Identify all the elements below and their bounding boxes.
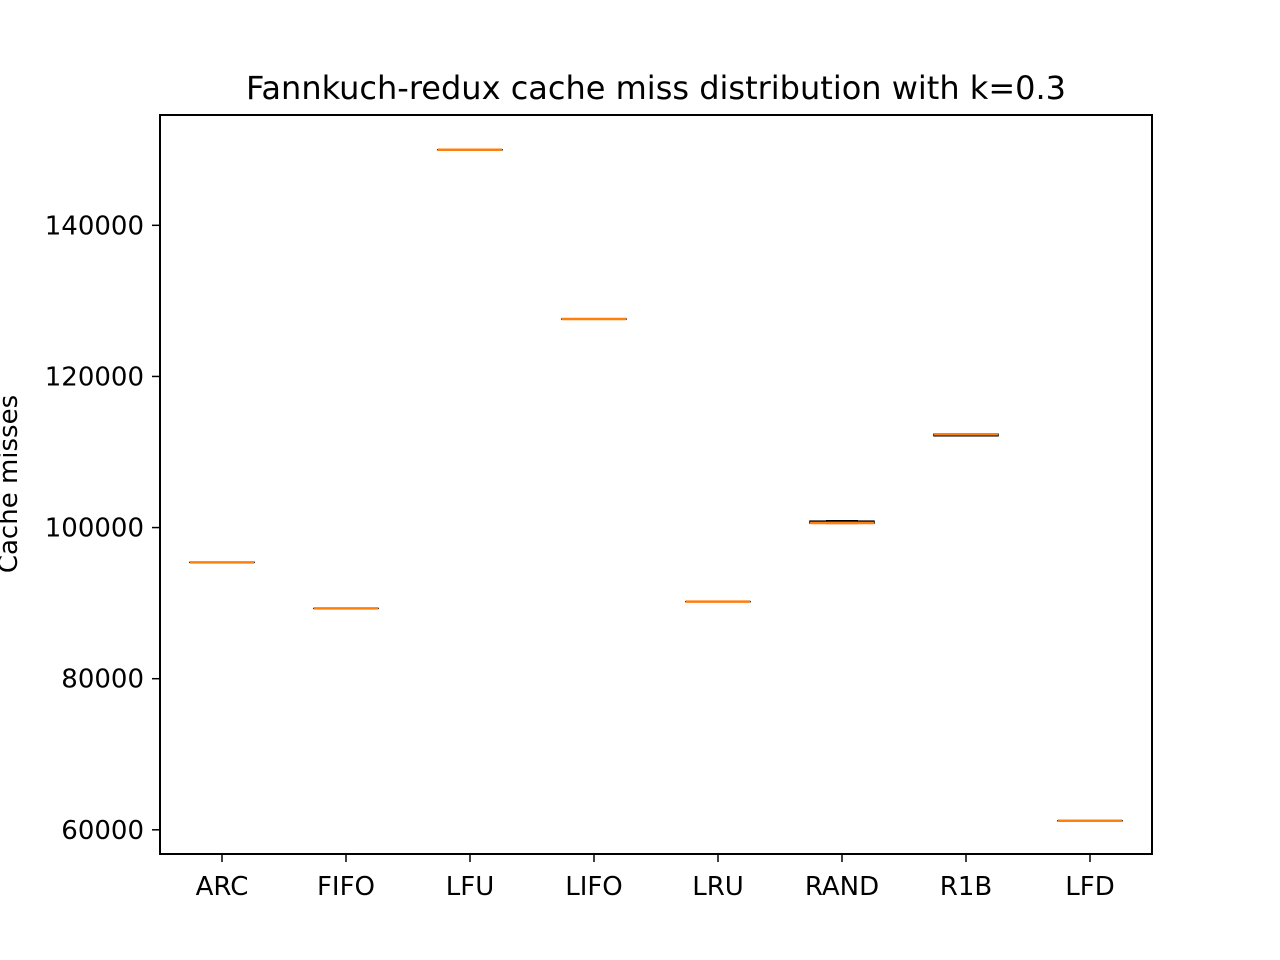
- y-tick-label-120000: 120000: [45, 362, 144, 392]
- x-tick-label-lfd: LFD: [1065, 872, 1114, 902]
- y-tick-label-80000: 80000: [61, 665, 144, 695]
- y-tick-label-140000: 140000: [45, 211, 144, 241]
- axis-ticks: ARC FIFO LFU LIFO LRU RAND R1B LFD 60000 80000 100…: [45, 211, 1115, 902]
- x-tick-label-rand: RAND: [805, 872, 879, 902]
- x-tick-label-arc: ARC: [196, 872, 249, 902]
- x-tick-label-lru: LRU: [692, 872, 744, 902]
- x-tick-label-r1b: R1B: [940, 872, 992, 902]
- y-tick-label-60000: 60000: [61, 816, 144, 846]
- x-tick-label-lfu: LFU: [446, 872, 494, 902]
- y-tick-label-100000: 100000: [45, 514, 144, 544]
- box-plot-area: [189, 148, 1123, 823]
- x-tick-label-fifo: FIFO: [317, 872, 375, 902]
- x-tick-label-lifo: LIFO: [565, 872, 623, 902]
- y-axis-label: Cache misses: [0, 395, 24, 573]
- chart-title: Fannkuch-redux cache miss distribution w…: [246, 69, 1066, 107]
- plot-frame: [159, 114, 1153, 855]
